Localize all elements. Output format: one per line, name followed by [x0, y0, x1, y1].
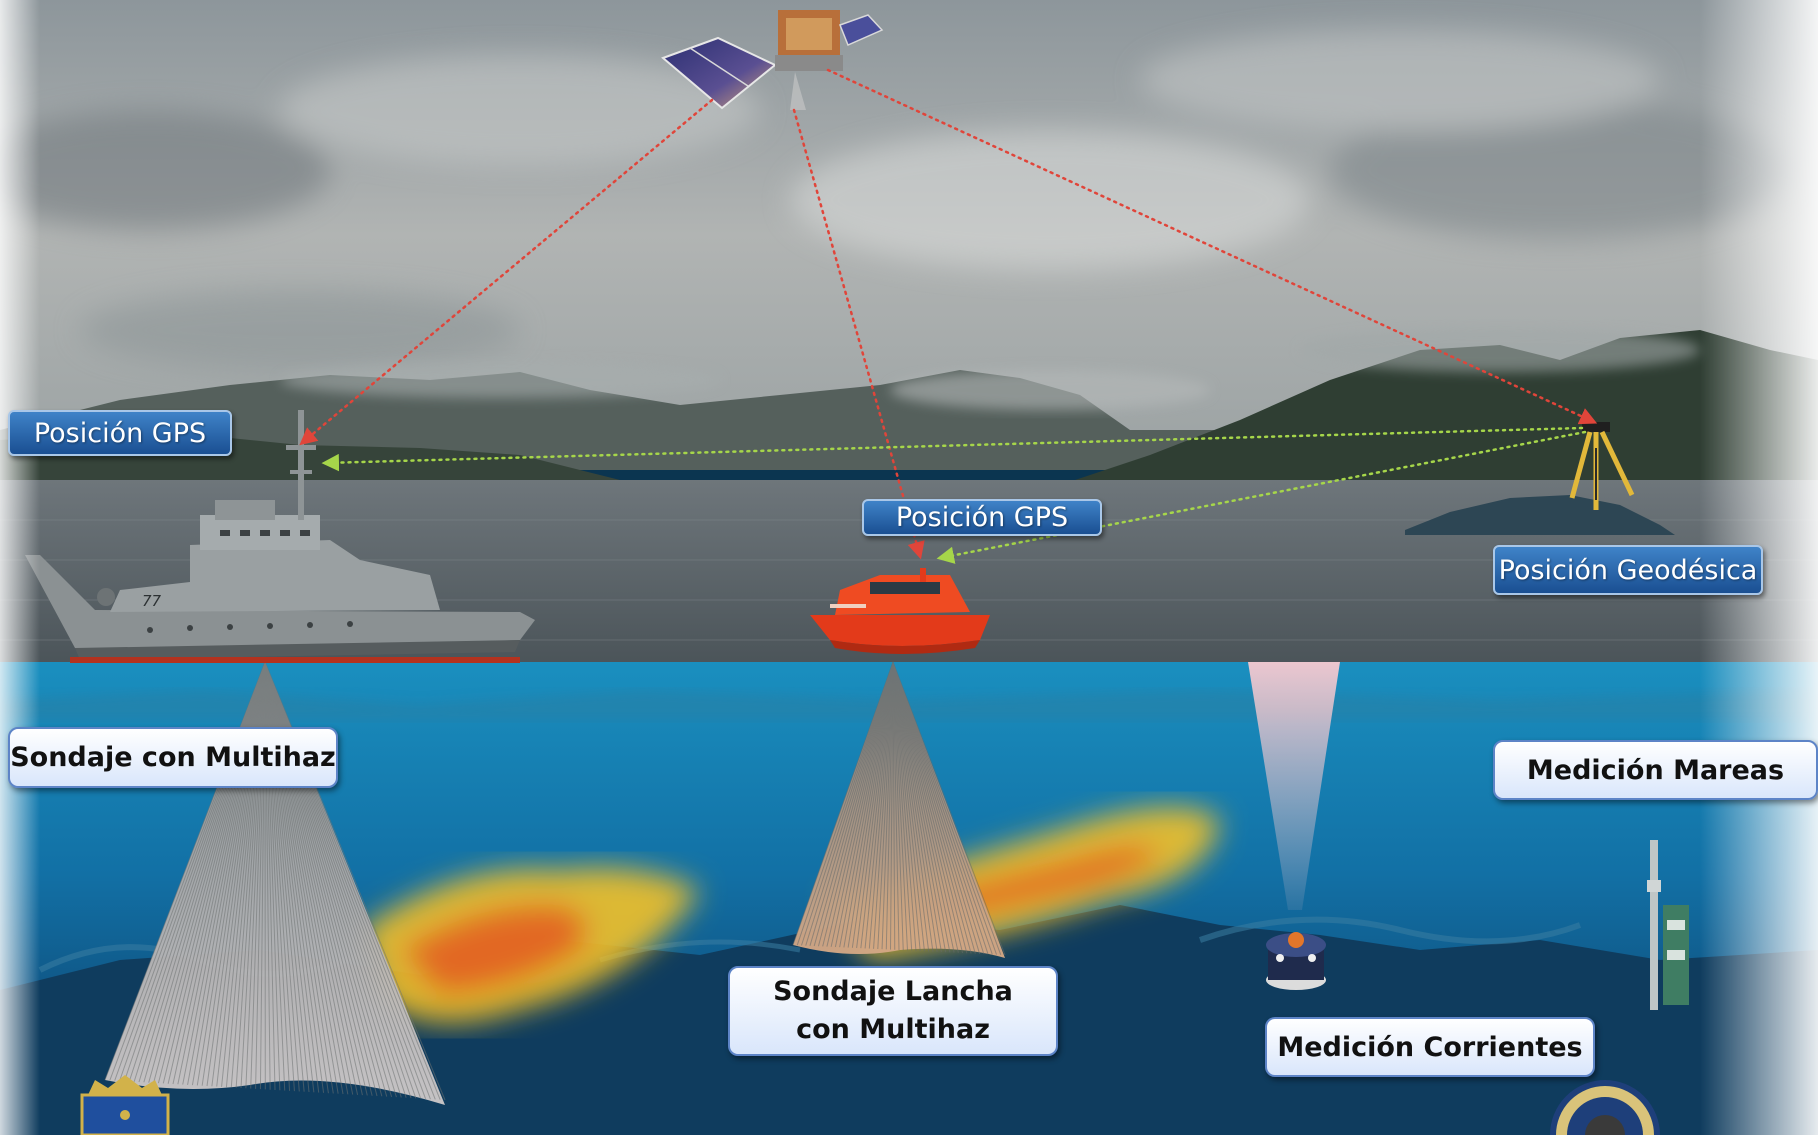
label-launch-multibeam-line2: con Multihaz: [796, 1014, 990, 1045]
beam-line: [839, 661, 894, 948]
beam-line: [834, 661, 894, 948]
label-gps-position-launch: Posición GPS: [862, 499, 1102, 536]
gps-links: [299, 68, 1598, 560]
bathymetry-heatmap-left: [360, 867, 700, 1023]
geodetic-link-launch: [936, 430, 1587, 564]
label-tide-measurement: Medición Mareas: [1493, 740, 1818, 800]
geodetic-links: [321, 426, 1587, 564]
beam-line: [892, 661, 925, 952]
beam-line: [892, 661, 908, 951]
multibeam-swath-launch: [792, 661, 1006, 958]
current-meter-device: [1266, 932, 1326, 990]
tide-gauge: [1647, 840, 1689, 1010]
beam-line: [892, 661, 900, 951]
beam-line: [885, 661, 894, 950]
beam-line: [796, 661, 894, 946]
gps-link-geodetic: [826, 68, 1598, 425]
beam-line: [892, 661, 985, 955]
label-ship-multibeam-survey: Sondaje con Multihaz: [8, 727, 338, 788]
label-gps-position-ship: Posición GPS: [8, 410, 232, 456]
satellite: [661, 10, 884, 110]
beam-line: [892, 661, 997, 955]
beam-line: [868, 661, 894, 949]
hull-number: 77: [142, 592, 162, 610]
beam-line: [892, 661, 947, 953]
beam-line: [860, 661, 894, 949]
beam-line: [822, 661, 894, 947]
beam-line: [892, 661, 1002, 955]
current-meter-beam: [1248, 662, 1340, 910]
beam-line: [892, 661, 951, 953]
beam-line: [892, 661, 942, 953]
beam-line: [813, 661, 894, 947]
mountains-front-right: [1060, 330, 1818, 490]
beam-line: [826, 661, 894, 947]
beam-line: [890, 661, 894, 950]
beam-line: [843, 661, 894, 948]
beam-line: [792, 661, 894, 946]
label-geodetic-position: Posición Geodésica: [1493, 545, 1763, 595]
clouds: [0, 30, 1790, 370]
beam-line: [892, 661, 976, 954]
gps-link-ship: [299, 98, 714, 446]
beam-line: [892, 661, 981, 954]
beam-line: [847, 661, 894, 948]
beam-line: [892, 661, 904, 951]
beam-line: [892, 661, 1006, 956]
left-edge-fade: [0, 0, 40, 1135]
institution-seal: [1550, 1080, 1660, 1135]
geodetic-link-ship: [321, 426, 1584, 472]
gps-link-launch: [792, 108, 925, 560]
rock-island: [1405, 495, 1675, 535]
label-launch-multibeam-survey: Sondaje Lancha con Multihaz: [728, 966, 1058, 1056]
beam-line: [830, 661, 894, 947]
survey-launch: [810, 568, 990, 654]
beam-line: [881, 661, 894, 950]
label-launch-multibeam-line1: Sondaje Lancha: [773, 976, 1013, 1007]
beam-line: [805, 661, 894, 946]
beam-line: [892, 661, 921, 952]
beam-line: [892, 661, 989, 955]
beam-line: [892, 661, 968, 954]
beam-line: [892, 661, 934, 952]
beam-line: [873, 661, 894, 949]
beam-line: [864, 661, 894, 949]
beam-line: [892, 661, 955, 953]
survey-ship: 77: [25, 410, 535, 663]
beam-line: [892, 661, 938, 952]
beam-line: [817, 661, 894, 947]
beam-line: [892, 661, 959, 953]
beam-line: [892, 661, 917, 951]
beam-line: [892, 661, 972, 954]
beam-line: [856, 661, 894, 949]
beam-line: [809, 661, 894, 946]
beam-line: [851, 661, 894, 948]
beam-line: [877, 661, 894, 950]
navy-crest: [80, 1075, 170, 1135]
label-current-measurement: Medición Corrientes: [1265, 1017, 1595, 1077]
beam-line: [892, 661, 930, 952]
beam-line: [892, 661, 993, 955]
beam-line: [892, 661, 964, 954]
beam-line: [892, 661, 913, 951]
beam-line: [801, 661, 894, 946]
geodetic-tripod: [1569, 422, 1635, 510]
beam-line: [892, 661, 896, 950]
